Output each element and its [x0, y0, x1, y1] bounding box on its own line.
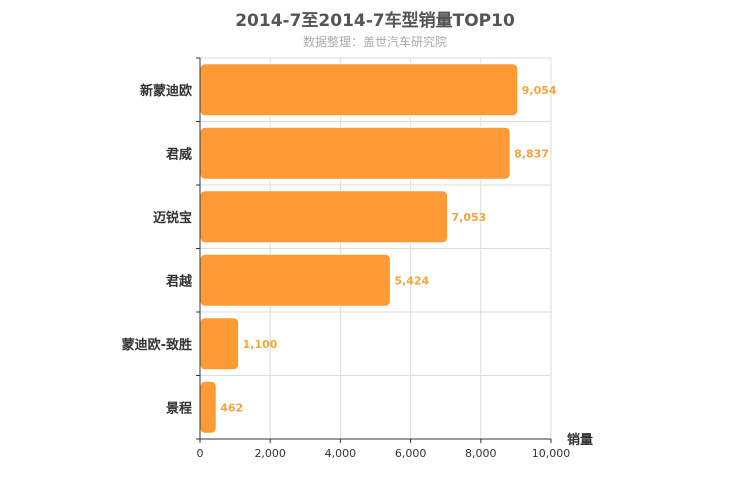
bar-value-label: 8,837 [514, 147, 549, 160]
x-tick-label: 0 [197, 447, 204, 460]
grid-lines [200, 57, 552, 440]
bar-value-label: 7,053 [452, 211, 487, 224]
category-label: 君越 [166, 273, 193, 289]
bar-value-label: 9,054 [522, 84, 557, 97]
x-tick-label: 10,000 [532, 447, 571, 460]
bar [199, 253, 391, 307]
category-label: 新蒙迪欧 [140, 83, 192, 99]
bar-value-label: 1,100 [243, 338, 278, 351]
x-tick-label: 6,000 [395, 447, 427, 460]
bars [199, 63, 519, 434]
category-label: 迈锐宝 [153, 210, 192, 226]
bar [199, 126, 511, 180]
category-label: 景程 [166, 401, 192, 416]
chart-subtitle: 数据整理：盖世汽车研究院 [302, 35, 447, 49]
bar-value-label: 462 [220, 401, 243, 414]
category-label: 蒙迪欧-致胜 [122, 337, 192, 353]
x-tick-label: 2,000 [254, 447, 286, 460]
bar [199, 190, 449, 244]
labels: 0 2,000 4,000 6,000 8,000 10,000 9,054 新蒙迪欧 8,83… [122, 83, 571, 460]
bar [199, 317, 240, 371]
category-label: 君威 [166, 146, 192, 162]
x-tick-label: 4,000 [325, 447, 357, 460]
x-axis-title: 销量 [567, 432, 593, 448]
axes [196, 57, 552, 443]
bar [199, 63, 519, 117]
x-tick-label: 8,000 [465, 447, 497, 460]
chart-title: 2014-7至2014-7车型销量TOP10 [235, 11, 515, 31]
bar [199, 380, 217, 434]
bar-value-label: 5,424 [394, 274, 429, 287]
